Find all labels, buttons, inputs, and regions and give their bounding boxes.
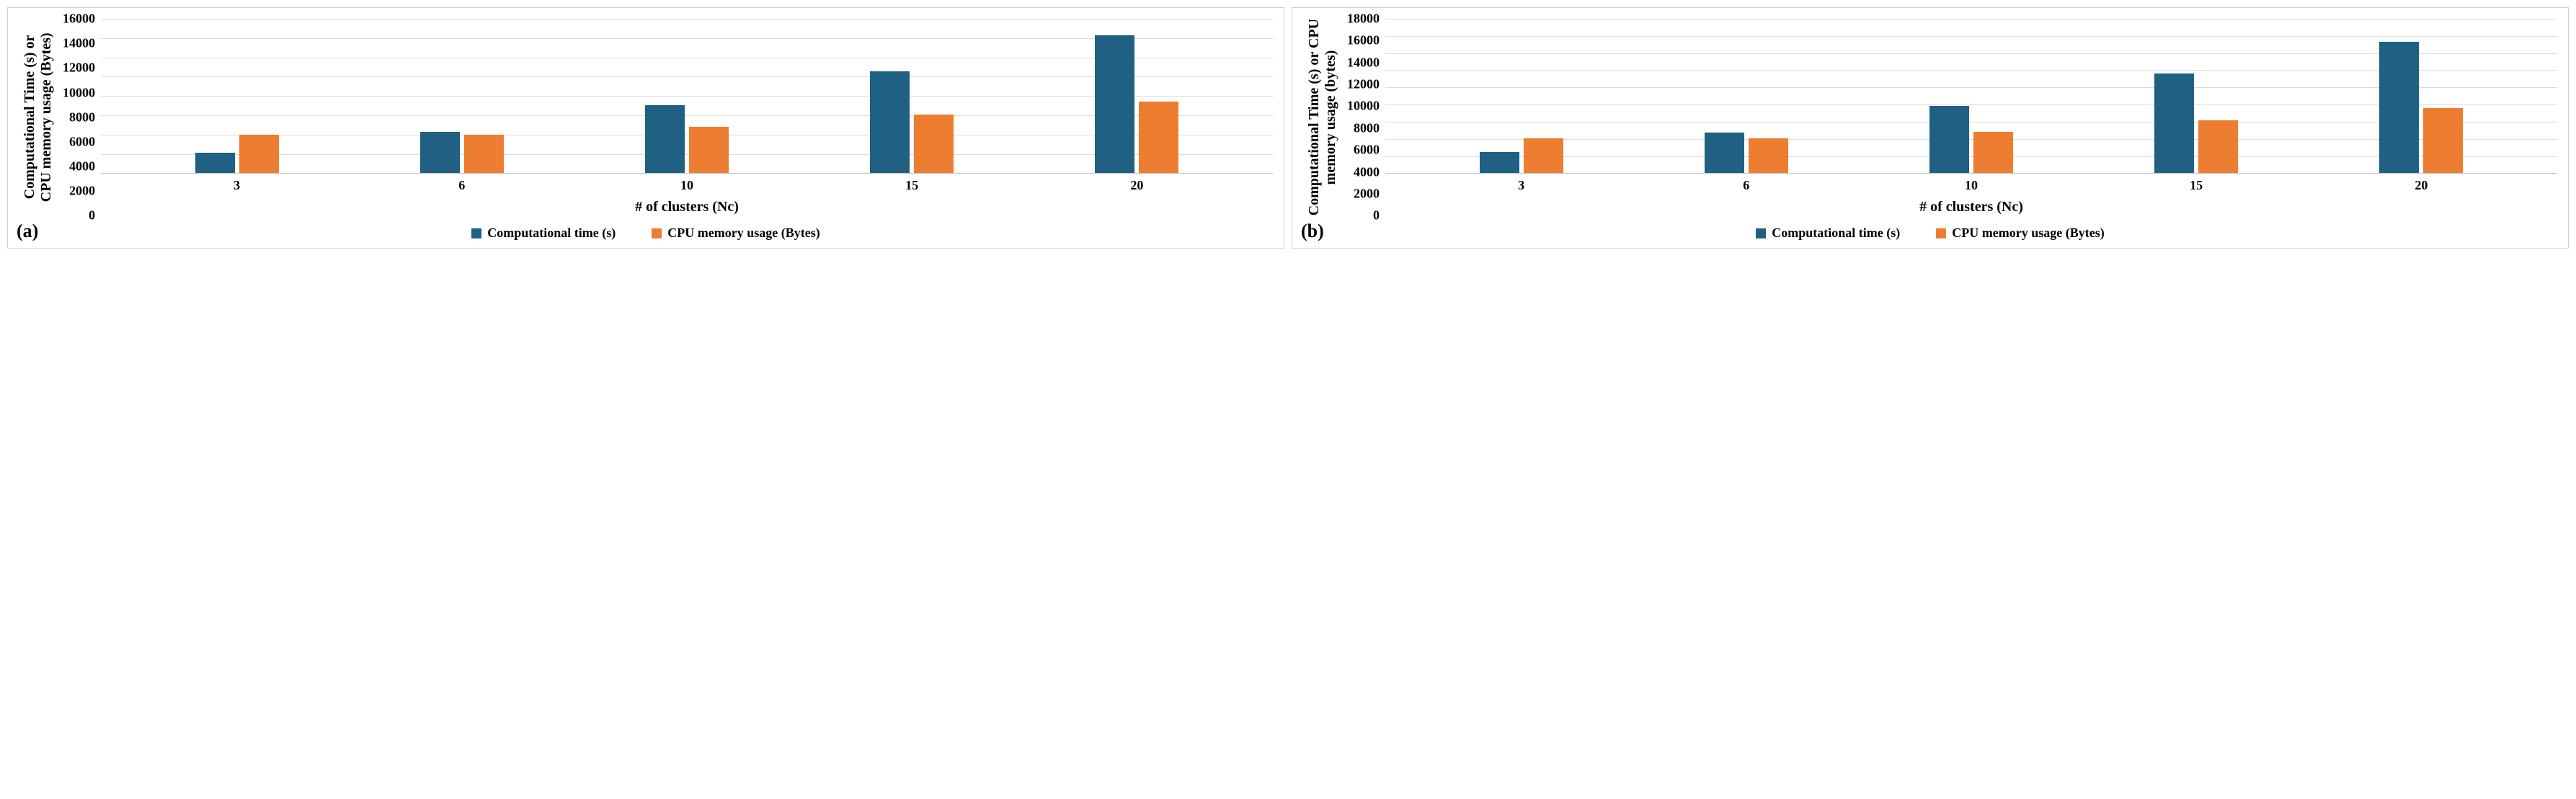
- y-tick-label: 8000: [69, 110, 95, 125]
- bars-layer: [1385, 19, 2557, 173]
- y-tick-label: 18000: [1347, 12, 1380, 27]
- y-tick-label: 16000: [1347, 33, 1380, 48]
- subplot-tag-a: (a): [17, 220, 38, 242]
- y-axis-ticks-a: 0200040006000800010000120001400016000: [58, 19, 101, 215]
- bar: [1524, 138, 1563, 173]
- legend-label: Computational time (s): [1772, 226, 1900, 241]
- bar: [1929, 106, 1969, 173]
- bar-group: [1409, 19, 1634, 173]
- bar: [1705, 133, 1744, 174]
- x-tick-label: 3: [1409, 178, 1634, 193]
- y-axis-label-b: Computational Time (s) or CPU memory usa…: [1303, 19, 1342, 215]
- y-tick-label: 14000: [63, 36, 95, 51]
- bar: [1095, 35, 1134, 174]
- legend-item: CPU memory usage (Bytes): [652, 226, 820, 241]
- bar: [870, 71, 910, 173]
- chart-region-b: Computational Time (s) or CPU memory usa…: [1303, 19, 2557, 215]
- x-tick-label: 3: [125, 178, 350, 193]
- legend-swatch: [1936, 228, 1946, 238]
- bar-group: [1024, 19, 1249, 173]
- y-tick-label: 2000: [1354, 186, 1380, 201]
- y-tick-label: 16000: [63, 12, 95, 27]
- bar-group: [2309, 19, 2533, 173]
- y-axis-ticks-b: 0200040006000800010000120001400016000180…: [1342, 19, 1385, 215]
- y-tick-label: 0: [1373, 208, 1380, 223]
- bar-group: [2084, 19, 2309, 173]
- y-tick-label: 8000: [1354, 120, 1380, 135]
- y-tick-label: 4000: [69, 159, 95, 174]
- x-axis-label-b: # of clusters (Nc): [1385, 193, 2557, 215]
- x-tick-label: 20: [1024, 178, 1249, 193]
- legend-item: CPU memory usage (Bytes): [1936, 226, 2104, 241]
- plot-col-a: 36101520 # of clusters (Nc): [101, 19, 1273, 215]
- bars-layer: [101, 19, 1273, 173]
- bar: [914, 115, 954, 174]
- legend-a: Computational time (s) CPU memory usage (…: [19, 215, 1273, 241]
- legend-item: Computational time (s): [1756, 226, 1900, 241]
- bar: [689, 127, 729, 173]
- chart-region-a: Computational Time (s) or CPU memory usa…: [19, 19, 1273, 215]
- y-tick-label: 10000: [1347, 99, 1380, 114]
- bar: [645, 105, 685, 173]
- x-ticks-b: 36101520: [1385, 174, 2557, 193]
- bar: [1973, 132, 2013, 174]
- bar: [1139, 102, 1178, 174]
- bar: [2379, 42, 2419, 173]
- bar-group: [1859, 19, 2084, 173]
- y-tick-label: 4000: [1354, 164, 1380, 179]
- y-tick-label: 2000: [69, 184, 95, 199]
- y-tick-label: 6000: [69, 134, 95, 149]
- subplot-b: Computational Time (s) or CPU memory usa…: [1292, 7, 2569, 249]
- bar: [464, 135, 504, 174]
- bar: [195, 153, 235, 174]
- bar: [239, 135, 279, 173]
- subplot-a: Computational Time (s) or CPU memory usa…: [7, 7, 1284, 249]
- x-ticks-a: 36101520: [101, 174, 1273, 193]
- subplot-tag-b: (b): [1301, 220, 1324, 242]
- legend-label: CPU memory usage (Bytes): [1952, 226, 2104, 241]
- legend-swatch: [652, 228, 662, 238]
- plot-area-b: [1385, 19, 2557, 174]
- x-tick-label: 20: [2309, 178, 2533, 193]
- bar-group: [799, 19, 1024, 173]
- y-tick-label: 12000: [63, 61, 95, 76]
- bar: [1480, 152, 1519, 174]
- bar: [2198, 120, 2238, 174]
- y-tick-label: 6000: [1354, 143, 1380, 158]
- x-tick-label: 6: [350, 178, 574, 193]
- legend-item: Computational time (s): [471, 226, 616, 241]
- x-tick-label: 15: [2084, 178, 2309, 193]
- plot-col-b: 36101520 # of clusters (Nc): [1385, 19, 2557, 215]
- bar-group: [125, 19, 350, 173]
- bar-group: [574, 19, 799, 173]
- legend-b: Computational time (s) CPU memory usage (…: [1303, 215, 2557, 241]
- x-tick-label: 15: [799, 178, 1024, 193]
- legend-swatch: [1756, 228, 1766, 238]
- legend-swatch: [471, 228, 481, 238]
- x-tick-label: 6: [1634, 178, 1859, 193]
- legend-label: Computational time (s): [487, 226, 616, 241]
- bar: [2154, 73, 2194, 174]
- plot-area-a: [101, 19, 1273, 174]
- bar: [2423, 108, 2463, 174]
- y-axis-label-a: Computational Time (s) or CPU memory usa…: [19, 19, 58, 215]
- bar-group: [350, 19, 574, 173]
- y-tick-label: 0: [89, 208, 95, 223]
- y-tick-label: 14000: [1347, 55, 1380, 70]
- x-tick-label: 10: [1859, 178, 2084, 193]
- x-axis-label-a: # of clusters (Nc): [101, 193, 1273, 215]
- bar: [420, 132, 460, 174]
- y-tick-label: 12000: [1347, 77, 1380, 92]
- bar-group: [1634, 19, 1859, 173]
- x-tick-label: 10: [574, 178, 799, 193]
- y-tick-label: 10000: [63, 85, 95, 100]
- legend-label: CPU memory usage (Bytes): [667, 226, 820, 241]
- bar: [1749, 138, 1788, 174]
